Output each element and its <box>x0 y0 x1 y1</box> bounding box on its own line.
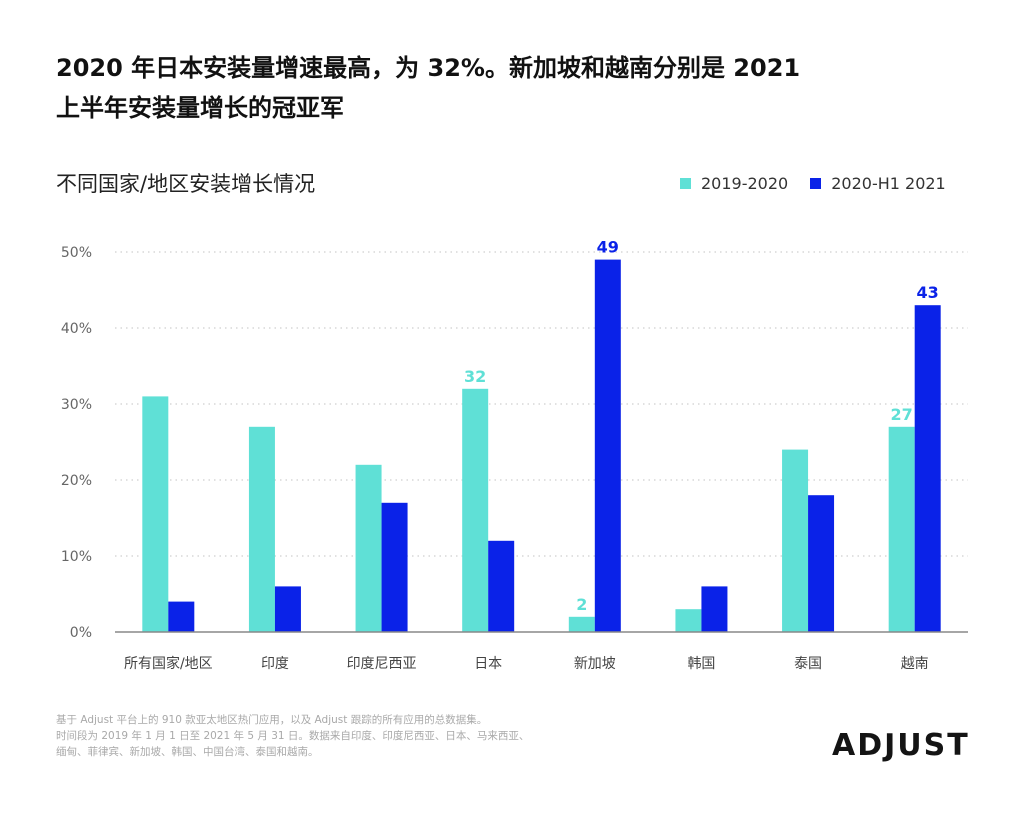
adjust-logo: ADJUST <box>832 728 970 763</box>
y-tick-label: 50% <box>61 245 92 261</box>
headline-line-2: 上半年安装量增长的冠亚军 <box>56 94 344 122</box>
bar <box>675 609 702 632</box>
legend-label-series-a: 2019-2020 <box>701 174 789 193</box>
bar <box>381 502 408 632</box>
bar <box>488 540 515 632</box>
y-tick-label: 0% <box>70 625 92 641</box>
data-label: 27 <box>891 405 913 424</box>
x-tick-label: 韩国 <box>687 656 715 672</box>
bar <box>888 426 915 632</box>
footnote-line-2: 时间段为 2019 年 1 月 1 日至 2021 年 5 月 31 日。数据来… <box>56 730 530 742</box>
x-tick-label: 日本 <box>474 656 502 672</box>
bar <box>701 586 728 632</box>
y-tick-label: 10% <box>61 549 92 565</box>
chart-title: 不同国家/地区安装增长情况 <box>56 172 316 196</box>
chart-legend: 2019-2020 2020-H1 2021 <box>680 174 946 193</box>
legend-swatch-series-b <box>810 178 822 189</box>
footnote: 基于 Adjust 平台上的 910 款亚太地区热门应用，以及 Adjust 跟… <box>56 712 616 760</box>
bar <box>168 601 195 632</box>
bar <box>248 426 275 632</box>
legend-swatch-series-a <box>680 178 691 189</box>
bar <box>462 388 489 632</box>
headline: 2020 年日本安装量增速最高，为 32%。新加坡和越南分别是 2021 上半年… <box>56 48 986 128</box>
legend-label-series-b: 2020-H1 2021 <box>831 174 946 193</box>
x-tick-label: 新加坡 <box>574 656 616 672</box>
y-tick-label: 30% <box>61 397 92 413</box>
data-label: 49 <box>597 238 619 257</box>
legend-item-series-b: 2020-H1 2021 <box>810 174 946 193</box>
y-tick-label: 40% <box>61 321 92 337</box>
x-tick-label: 印度 <box>261 656 289 672</box>
bar <box>594 259 621 632</box>
y-tick-label: 20% <box>61 473 92 489</box>
legend-item-series-a: 2019-2020 <box>680 174 788 193</box>
footnote-line-1: 基于 Adjust 平台上的 910 款亚太地区热门应用，以及 Adjust 跟… <box>56 714 488 726</box>
data-label: 43 <box>917 283 939 302</box>
bar <box>355 464 382 632</box>
bar <box>274 586 301 632</box>
bar <box>914 305 941 632</box>
x-tick-label: 越南 <box>901 656 929 672</box>
x-tick-label: 所有国家/地区 <box>124 655 213 672</box>
headline-line-1: 2020 年日本安装量增速最高，为 32%。新加坡和越南分别是 2021 <box>56 54 801 82</box>
bar-chart: 0% 10% 20% 30% 40% 50% 所有国家/地区 印度 印度尼西亚 日本 新加坡 韩国 泰国… <box>61 238 968 672</box>
bar <box>568 616 595 632</box>
x-tick-label: 印度尼西亚 <box>347 656 417 672</box>
bar <box>808 495 835 632</box>
bar <box>782 449 809 632</box>
footnote-line-3: 缅甸、菲律宾、新加坡、韩国、中国台湾、泰国和越南。 <box>56 746 319 758</box>
bar <box>142 396 169 632</box>
x-tick-label: 泰国 <box>794 656 822 672</box>
data-label: 32 <box>464 367 486 386</box>
data-label: 2 <box>576 595 587 614</box>
